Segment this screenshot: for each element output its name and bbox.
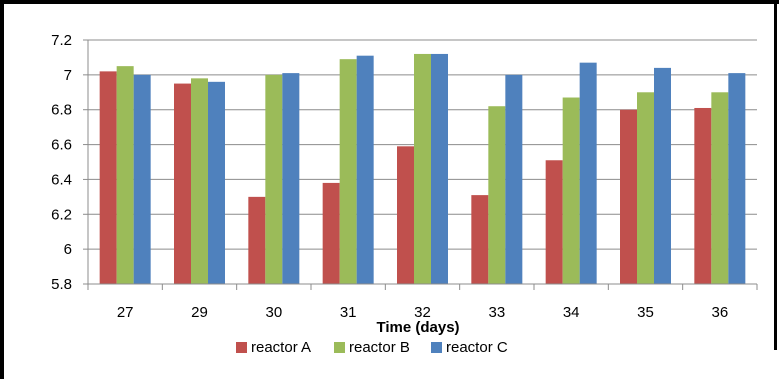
- bar-reactor-C-31: [356, 55, 374, 284]
- y-tick-labels: 5.8 6 6.2 6.4 6.6 6.8 7 7.2: [51, 32, 72, 293]
- bar-reactor-A-29: [174, 83, 191, 284]
- bar-reactor-B-32: [414, 53, 431, 284]
- bar-reactor-A-36: [694, 107, 712, 284]
- bar-reactor-B-34: [562, 97, 580, 284]
- bar-reactor-B-27: [116, 66, 134, 285]
- x-tick-label: 31: [340, 304, 357, 321]
- bar-reactor-B-29: [191, 78, 208, 284]
- y-tick-label: 7.2: [51, 32, 72, 49]
- x-tick-label: 30: [265, 304, 282, 321]
- legend-swatch-reactor-A: [236, 342, 247, 353]
- bar-reactor-B-30: [265, 74, 283, 284]
- bar-reactor-A-33: [471, 195, 489, 284]
- legend-swatch-reactor-C: [431, 342, 442, 353]
- bar-reactor-B-35: [637, 92, 654, 285]
- y-tick-label: 6.2: [51, 206, 72, 223]
- x-tick-label: 29: [191, 304, 208, 321]
- legend-swatch-reactor-B: [334, 342, 345, 353]
- bar-reactor-A-31: [322, 182, 340, 284]
- legend: reactor A reactor B reactor C: [236, 339, 508, 356]
- bar-reactor-C-32: [431, 53, 448, 284]
- x-axis-title: Time (days): [376, 319, 459, 336]
- bar-reactor-A-34: [545, 160, 563, 284]
- bar-reactor-C-29: [208, 81, 225, 284]
- x-tick-label: 32: [414, 304, 431, 321]
- x-tick-label: 35: [637, 304, 654, 321]
- y-tick-label: 5.8: [51, 276, 72, 293]
- legend-label-reactor-B: reactor B: [349, 339, 410, 356]
- bar-reactor-C-36: [728, 73, 746, 284]
- x-tick-label: 33: [488, 304, 505, 321]
- bar-reactor-B-33: [488, 106, 506, 284]
- bar-reactor-C-33: [505, 74, 523, 284]
- y-tick-label: 6.8: [51, 102, 72, 119]
- axes: [87, 40, 758, 290]
- bar-reactor-A-27: [99, 71, 117, 284]
- bar-reactor-C-30: [282, 73, 300, 284]
- x-tick-labels: 27 29 30 31 32 33 34 35 36: [117, 304, 728, 321]
- bar-reactor-B-36: [711, 92, 729, 285]
- x-tick-label: 36: [711, 304, 728, 321]
- bar-reactor-A-35: [620, 109, 637, 284]
- bar-reactor-C-35: [654, 67, 671, 284]
- bar-reactor-C-27: [133, 74, 151, 284]
- bar-reactor-A-32: [397, 146, 414, 284]
- y-tick-label: 7: [64, 67, 72, 84]
- x-tick-label: 27: [117, 304, 134, 321]
- y-tick-label: 6.6: [51, 137, 72, 154]
- bar-reactor-B-31: [339, 59, 357, 284]
- bar-reactor-C-34: [579, 62, 597, 285]
- legend-label-reactor-A: reactor A: [251, 339, 311, 356]
- bar-reactor-A-30: [248, 196, 266, 284]
- x-tick-label: 34: [563, 304, 580, 321]
- bars: [99, 53, 746, 285]
- y-tick-label: 6: [64, 241, 72, 258]
- y-tick-label: 6.4: [51, 171, 72, 188]
- legend-label-reactor-C: reactor C: [446, 339, 508, 356]
